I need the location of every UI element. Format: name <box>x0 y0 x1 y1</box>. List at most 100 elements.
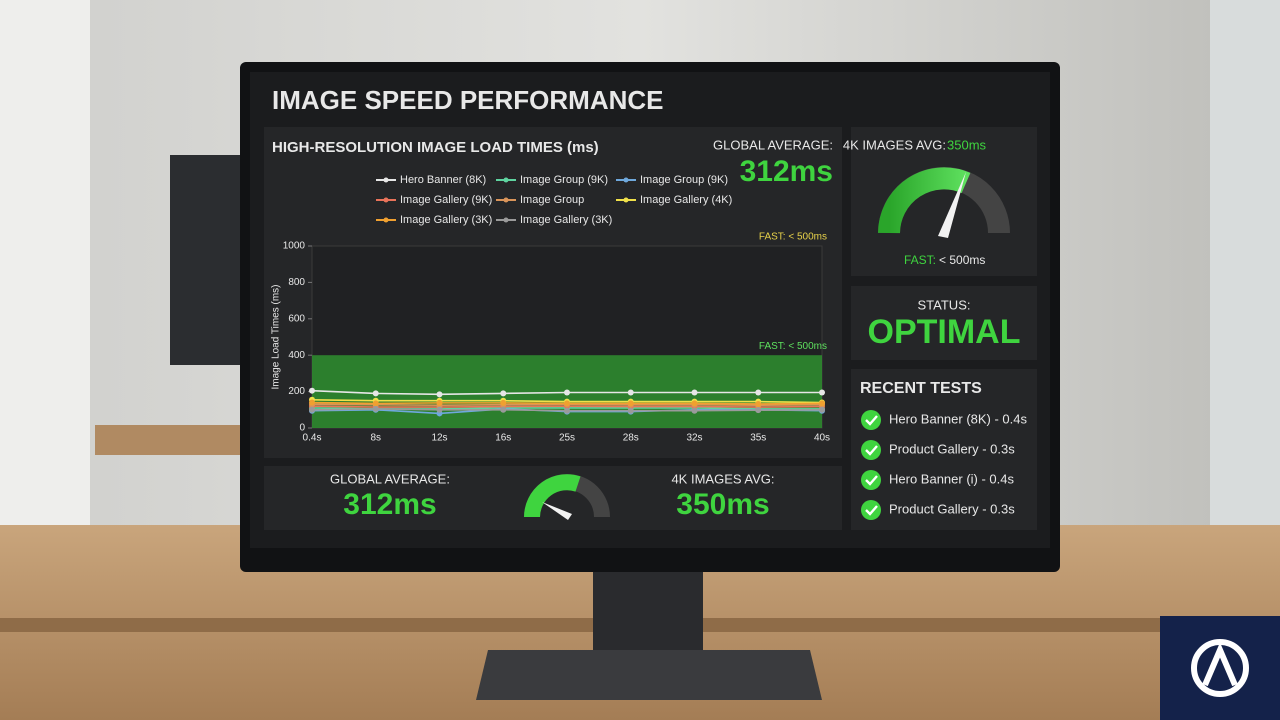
legend-swatch <box>503 197 509 203</box>
bottom-left-value: 312ms <box>343 488 436 521</box>
data-point <box>372 400 379 407</box>
window-light <box>1210 0 1280 560</box>
data-point <box>309 406 315 413</box>
logo-icon <box>1191 639 1249 697</box>
mini-gauge-fill <box>524 474 581 518</box>
x-tick-label: 12s <box>431 433 447 444</box>
data-point <box>500 406 507 413</box>
legend-label: Image Gallery (3K) <box>400 214 492 226</box>
x-tick-label: 35s <box>750 433 766 444</box>
legend-label: Image Group (9K) <box>640 174 728 186</box>
annotation: FAST: < 500ms <box>759 232 827 243</box>
test-item: Product Gallery - 0.3s <box>889 441 1015 456</box>
check-icon <box>865 415 878 426</box>
legend-label: Image Gallery (9K) <box>400 194 492 206</box>
logo-tile <box>1160 616 1280 720</box>
data-point <box>627 389 634 396</box>
page-title: IMAGE SPEED PERFORMANCE <box>272 85 664 115</box>
gauge-value: 350ms <box>947 137 987 152</box>
mini-gauge-needle <box>542 502 572 520</box>
legend-label: Image Gallery (3K) <box>520 214 612 226</box>
y-tick-label: 800 <box>288 277 305 288</box>
data-point <box>564 389 570 396</box>
data-point <box>819 400 825 407</box>
summary-label: GLOBAL AVERAGE: <box>713 137 833 152</box>
gauge-caption-value: < 500ms <box>939 253 985 267</box>
y-tick-label: 1000 <box>283 241 306 252</box>
bottom-left-label: GLOBAL AVERAGE: <box>330 471 450 486</box>
legend-swatch <box>623 177 629 183</box>
data-point <box>564 400 570 407</box>
legend-label: Image Group (9K) <box>520 174 608 186</box>
gauge-label: 4K IMAGES AVG: <box>843 137 946 152</box>
check-icon <box>861 470 881 490</box>
check-icon <box>865 505 878 516</box>
window-light <box>0 0 90 560</box>
data-point <box>691 400 698 407</box>
y-tick-label: 200 <box>288 386 305 397</box>
bottom-right-value: 350ms <box>676 488 769 521</box>
data-point <box>755 400 762 407</box>
data-point <box>500 390 507 397</box>
data-point <box>755 407 762 414</box>
summary-value: 312ms <box>740 155 833 188</box>
legend-label: Image Gallery (4K) <box>640 194 732 206</box>
logo-icon <box>1202 642 1238 687</box>
legend-swatch <box>503 177 509 183</box>
test-item: Hero Banner (8K) - 0.4s <box>889 411 1028 426</box>
annotation: FAST: < 500ms <box>759 341 827 352</box>
check-icon <box>865 445 878 456</box>
x-tick-label: 32s <box>686 433 702 444</box>
check-icon <box>861 500 881 520</box>
status-value: OPTIMAL <box>868 313 1021 351</box>
legend-label: Hero Banner (8K) <box>400 174 486 186</box>
x-tick-label: 28s <box>623 433 639 444</box>
tests-panel <box>851 369 1037 530</box>
data-point <box>627 400 634 407</box>
chart-title: HIGH-RESOLUTION IMAGE LOAD TIMES (ms) <box>272 139 599 156</box>
legend-swatch <box>383 217 389 223</box>
data-point <box>309 387 315 394</box>
legend-swatch <box>623 197 629 203</box>
monitor-base <box>476 650 822 700</box>
data-point <box>500 399 507 406</box>
data-point <box>309 399 315 406</box>
data-point <box>372 405 379 412</box>
y-axis-label: Image Load Times (ms) <box>271 284 282 389</box>
data-point <box>436 391 443 398</box>
legend-swatch <box>383 197 389 203</box>
data-point <box>755 389 762 396</box>
y-tick-label: 0 <box>299 423 305 434</box>
check-icon <box>861 440 881 460</box>
tests-title: RECENT TESTS <box>860 380 982 397</box>
data-point <box>819 389 825 396</box>
bottom-right-label: 4K IMAGES AVG: <box>671 471 774 486</box>
legend-swatch <box>383 177 389 183</box>
x-tick-label: 40s <box>814 433 830 444</box>
background-desk <box>95 425 245 455</box>
gauge-needle <box>938 172 966 238</box>
data-point <box>436 399 443 406</box>
gauge-caption-label: FAST: <box>904 253 936 267</box>
legend-label: Image Group <box>520 194 584 206</box>
check-icon <box>865 475 878 486</box>
data-point <box>372 390 379 397</box>
x-tick-label: 0.4s <box>303 433 322 444</box>
gauge-fill <box>878 167 971 234</box>
y-tick-label: 400 <box>288 350 305 361</box>
test-item: Hero Banner (i) - 0.4s <box>889 471 1014 486</box>
data-point <box>436 406 443 413</box>
status-label: STATUS: <box>918 297 971 312</box>
x-tick-label: 25s <box>559 433 575 444</box>
data-point <box>564 407 570 414</box>
data-point <box>691 407 698 414</box>
gauge-panel <box>851 127 1037 276</box>
status-panel <box>851 286 1037 360</box>
y-tick-label: 600 <box>288 313 305 324</box>
legend-swatch <box>503 217 509 223</box>
monitor-stand <box>593 568 703 658</box>
x-tick-label: 8s <box>370 433 381 444</box>
check-icon <box>861 410 881 430</box>
